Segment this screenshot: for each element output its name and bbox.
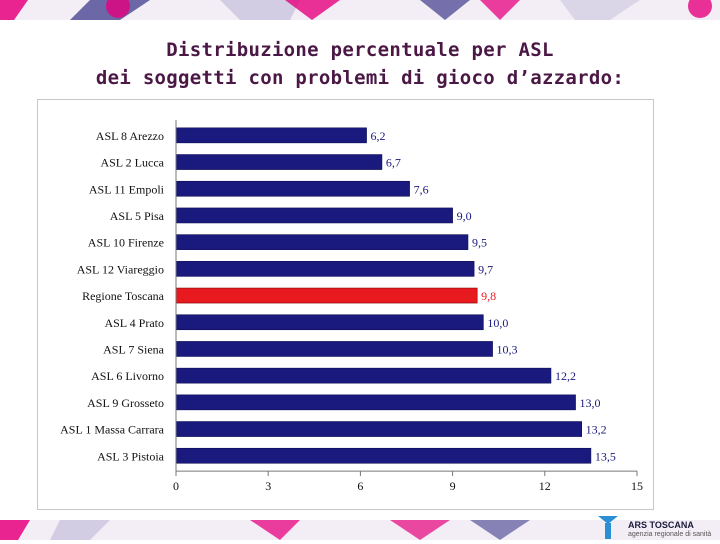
x-tick-label: 12 (539, 479, 551, 493)
data-label: 12,2 (555, 369, 576, 383)
bar (175, 421, 582, 437)
category-label: ASL 3 Pistoia (97, 449, 165, 463)
slide-title-line-1: Distribuzione percentuale per ASL (166, 39, 554, 61)
x-tick-label: 6 (357, 479, 363, 493)
slide-title: Distribuzione percentuale per ASL dei so… (0, 36, 720, 92)
bar (175, 394, 576, 411)
bar (175, 180, 410, 197)
category-label: ASL 9 Grosseto (87, 396, 164, 410)
bottom-band-graphic (0, 520, 720, 540)
logo-subtitle: agenzia regionale di sanità (628, 531, 712, 538)
data-label: 6,2 (371, 129, 386, 143)
category-label: ASL 10 Firenze (88, 236, 164, 250)
bar (175, 341, 493, 357)
data-label: 13,0 (580, 396, 601, 410)
data-label: 13,5 (595, 449, 616, 463)
top-band-graphic (0, 0, 720, 20)
category-label: ASL 7 Siena (103, 342, 165, 356)
bar (175, 447, 592, 464)
data-label: 9,0 (457, 209, 472, 223)
data-label: 6,7 (386, 156, 401, 170)
data-label: 13,2 (586, 423, 607, 437)
category-label: Regione Toscana (82, 289, 165, 303)
data-label: 10,0 (487, 316, 508, 330)
logo-name: ARS TOSCANA (628, 520, 694, 530)
category-label: ASL 12 Viareggio (77, 262, 164, 276)
category-label: ASL 8 Arezzo (96, 129, 164, 143)
data-label: 7,6 (414, 182, 429, 196)
bottom-decorative-band (0, 520, 720, 540)
category-label: ASL 1 Massa Carrara (60, 423, 165, 437)
category-label: ASL 4 Prato (104, 316, 164, 330)
bar (175, 367, 552, 384)
category-label: ASL 2 Lucca (100, 156, 164, 170)
category-label: ASL 11 Empoli (89, 182, 165, 196)
bar (175, 127, 367, 144)
x-tick-label: 15 (631, 479, 643, 493)
slide-title-line-2: dei soggetti con problemi di gioco d’azz… (95, 67, 625, 89)
bar (175, 261, 475, 277)
bar (175, 207, 453, 224)
data-label: 9,7 (478, 262, 493, 276)
bar (175, 154, 383, 170)
bar (175, 234, 469, 250)
category-label: ASL 6 Livorno (91, 369, 164, 383)
top-decorative-band (0, 0, 720, 20)
ars-logo-icon (598, 516, 618, 539)
bar (175, 314, 484, 331)
x-tick-label: 3 (265, 479, 271, 493)
bar-highlight (175, 287, 478, 304)
data-label: 9,8 (481, 289, 496, 303)
data-label: 9,5 (472, 236, 487, 250)
x-tick-label: 9 (450, 479, 456, 493)
category-label: ASL 5 Pisa (110, 209, 165, 223)
x-tick-label: 0 (173, 479, 179, 493)
ars-toscana-logo: ARS TOSCANA agenzia regionale di sanità (596, 514, 720, 540)
data-label: 10,3 (497, 342, 518, 356)
